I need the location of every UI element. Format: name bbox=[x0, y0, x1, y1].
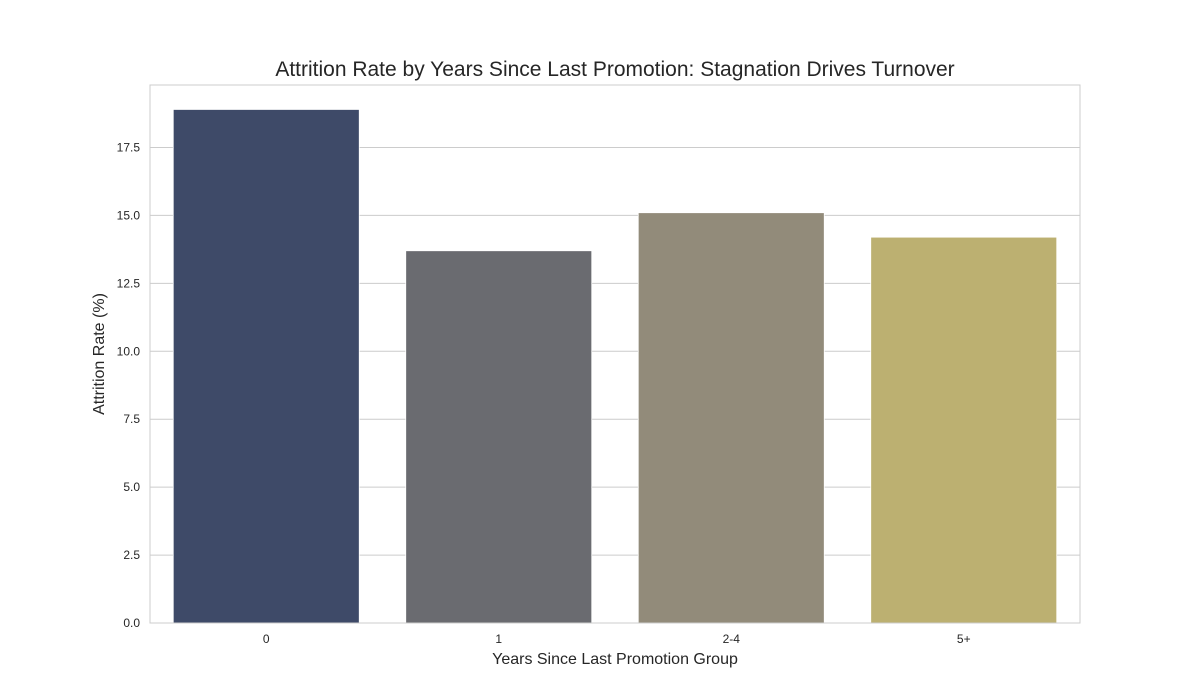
y-tick-label: 5.0 bbox=[123, 480, 140, 494]
bar-2-4 bbox=[637, 212, 825, 624]
x-axis-label: Years Since Last Promotion Group bbox=[492, 651, 738, 668]
plot-area-frame bbox=[149, 84, 1081, 624]
x-axis-ticks: 0 1 2-4 5+ bbox=[263, 632, 971, 646]
y-tick-label: 7.5 bbox=[123, 412, 140, 426]
y-tick-label: 0.0 bbox=[123, 616, 140, 630]
x-tick-label: 1 bbox=[495, 632, 502, 646]
y-tick-label: 2.5 bbox=[123, 548, 140, 562]
y-tick-label: 12.5 bbox=[117, 276, 141, 290]
x-tick-label: 2-4 bbox=[723, 632, 741, 646]
bars bbox=[172, 109, 1058, 624]
bar-0 bbox=[172, 109, 360, 624]
y-tick-label: 10.0 bbox=[117, 344, 141, 358]
y-tick-label: 17.5 bbox=[117, 140, 141, 154]
x-tick-label: 5+ bbox=[957, 632, 971, 646]
x-tick-label: 0 bbox=[263, 632, 270, 646]
bar-5+ bbox=[870, 236, 1058, 624]
y-axis-ticks: 0.0 2.5 5.0 7.5 10.0 12.5 15.0 17.5 bbox=[117, 140, 141, 630]
chart-title: Attrition Rate by Years Since Last Promo… bbox=[275, 58, 954, 81]
bar-1 bbox=[405, 250, 593, 624]
y-axis-label: Attrition Rate (%) bbox=[91, 293, 108, 415]
y-tick-label: 15.0 bbox=[117, 208, 141, 222]
